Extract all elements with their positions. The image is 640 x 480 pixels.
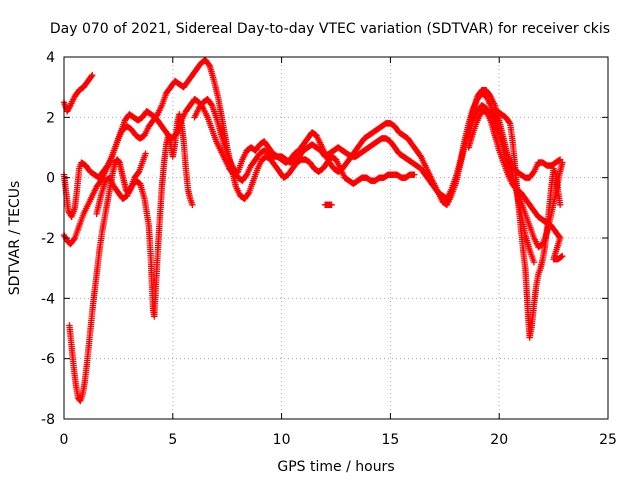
- axis-ticks: 0 5 10 15 20 25 -8 -6 -4 -2 0 2 4: [41, 50, 617, 448]
- data-point: [207, 100, 215, 108]
- series-track-e: [93, 111, 196, 320]
- x-tick-label: 15: [381, 432, 399, 448]
- data-point: [88, 73, 95, 80]
- data-point: [411, 171, 418, 178]
- y-tick-label: 4: [46, 50, 55, 66]
- y-axis-label: SDTVAR / TECUs: [7, 181, 23, 296]
- series-track-d: [66, 150, 149, 405]
- y-tick-label: 0: [46, 171, 55, 187]
- data-point: [89, 71, 96, 79]
- chart-title: Day 070 of 2021, Sidereal Day-to-day VTE…: [50, 21, 610, 37]
- x-tick-label: 10: [273, 432, 291, 448]
- data-point: [506, 118, 513, 126]
- data-point: [189, 201, 196, 209]
- series-track-a: [60, 71, 96, 115]
- data-point: [115, 158, 122, 165]
- series-track-c: [60, 56, 418, 248]
- y-tick-label: -6: [41, 352, 55, 368]
- data-point: [559, 252, 566, 260]
- x-tick-label: 25: [599, 432, 617, 448]
- x-tick-label: 5: [168, 432, 177, 448]
- data-point: [556, 201, 564, 209]
- data-point: [559, 159, 566, 166]
- data-layer: [60, 56, 566, 405]
- data-point: [244, 190, 252, 198]
- y-tick-label: 2: [46, 110, 55, 126]
- series-track-g: [456, 90, 566, 251]
- data-point: [328, 201, 335, 209]
- x-axis-label: GPS time / hours: [277, 459, 394, 475]
- y-tick-label: -4: [41, 291, 55, 307]
- x-tick-label: 20: [490, 432, 508, 448]
- y-tick-label: -8: [41, 412, 55, 428]
- data-point: [205, 61, 213, 69]
- data-point: [530, 258, 538, 266]
- data-point: [142, 150, 149, 157]
- y-tick-label: -2: [41, 231, 55, 247]
- x-tick-label: 0: [60, 432, 69, 448]
- data-point: [70, 236, 78, 243]
- series-track-h: [485, 108, 564, 341]
- data-point: [135, 169, 142, 176]
- plot-frame: [63, 56, 609, 420]
- series-track-i: [465, 108, 566, 263]
- series-track-j: [321, 201, 335, 209]
